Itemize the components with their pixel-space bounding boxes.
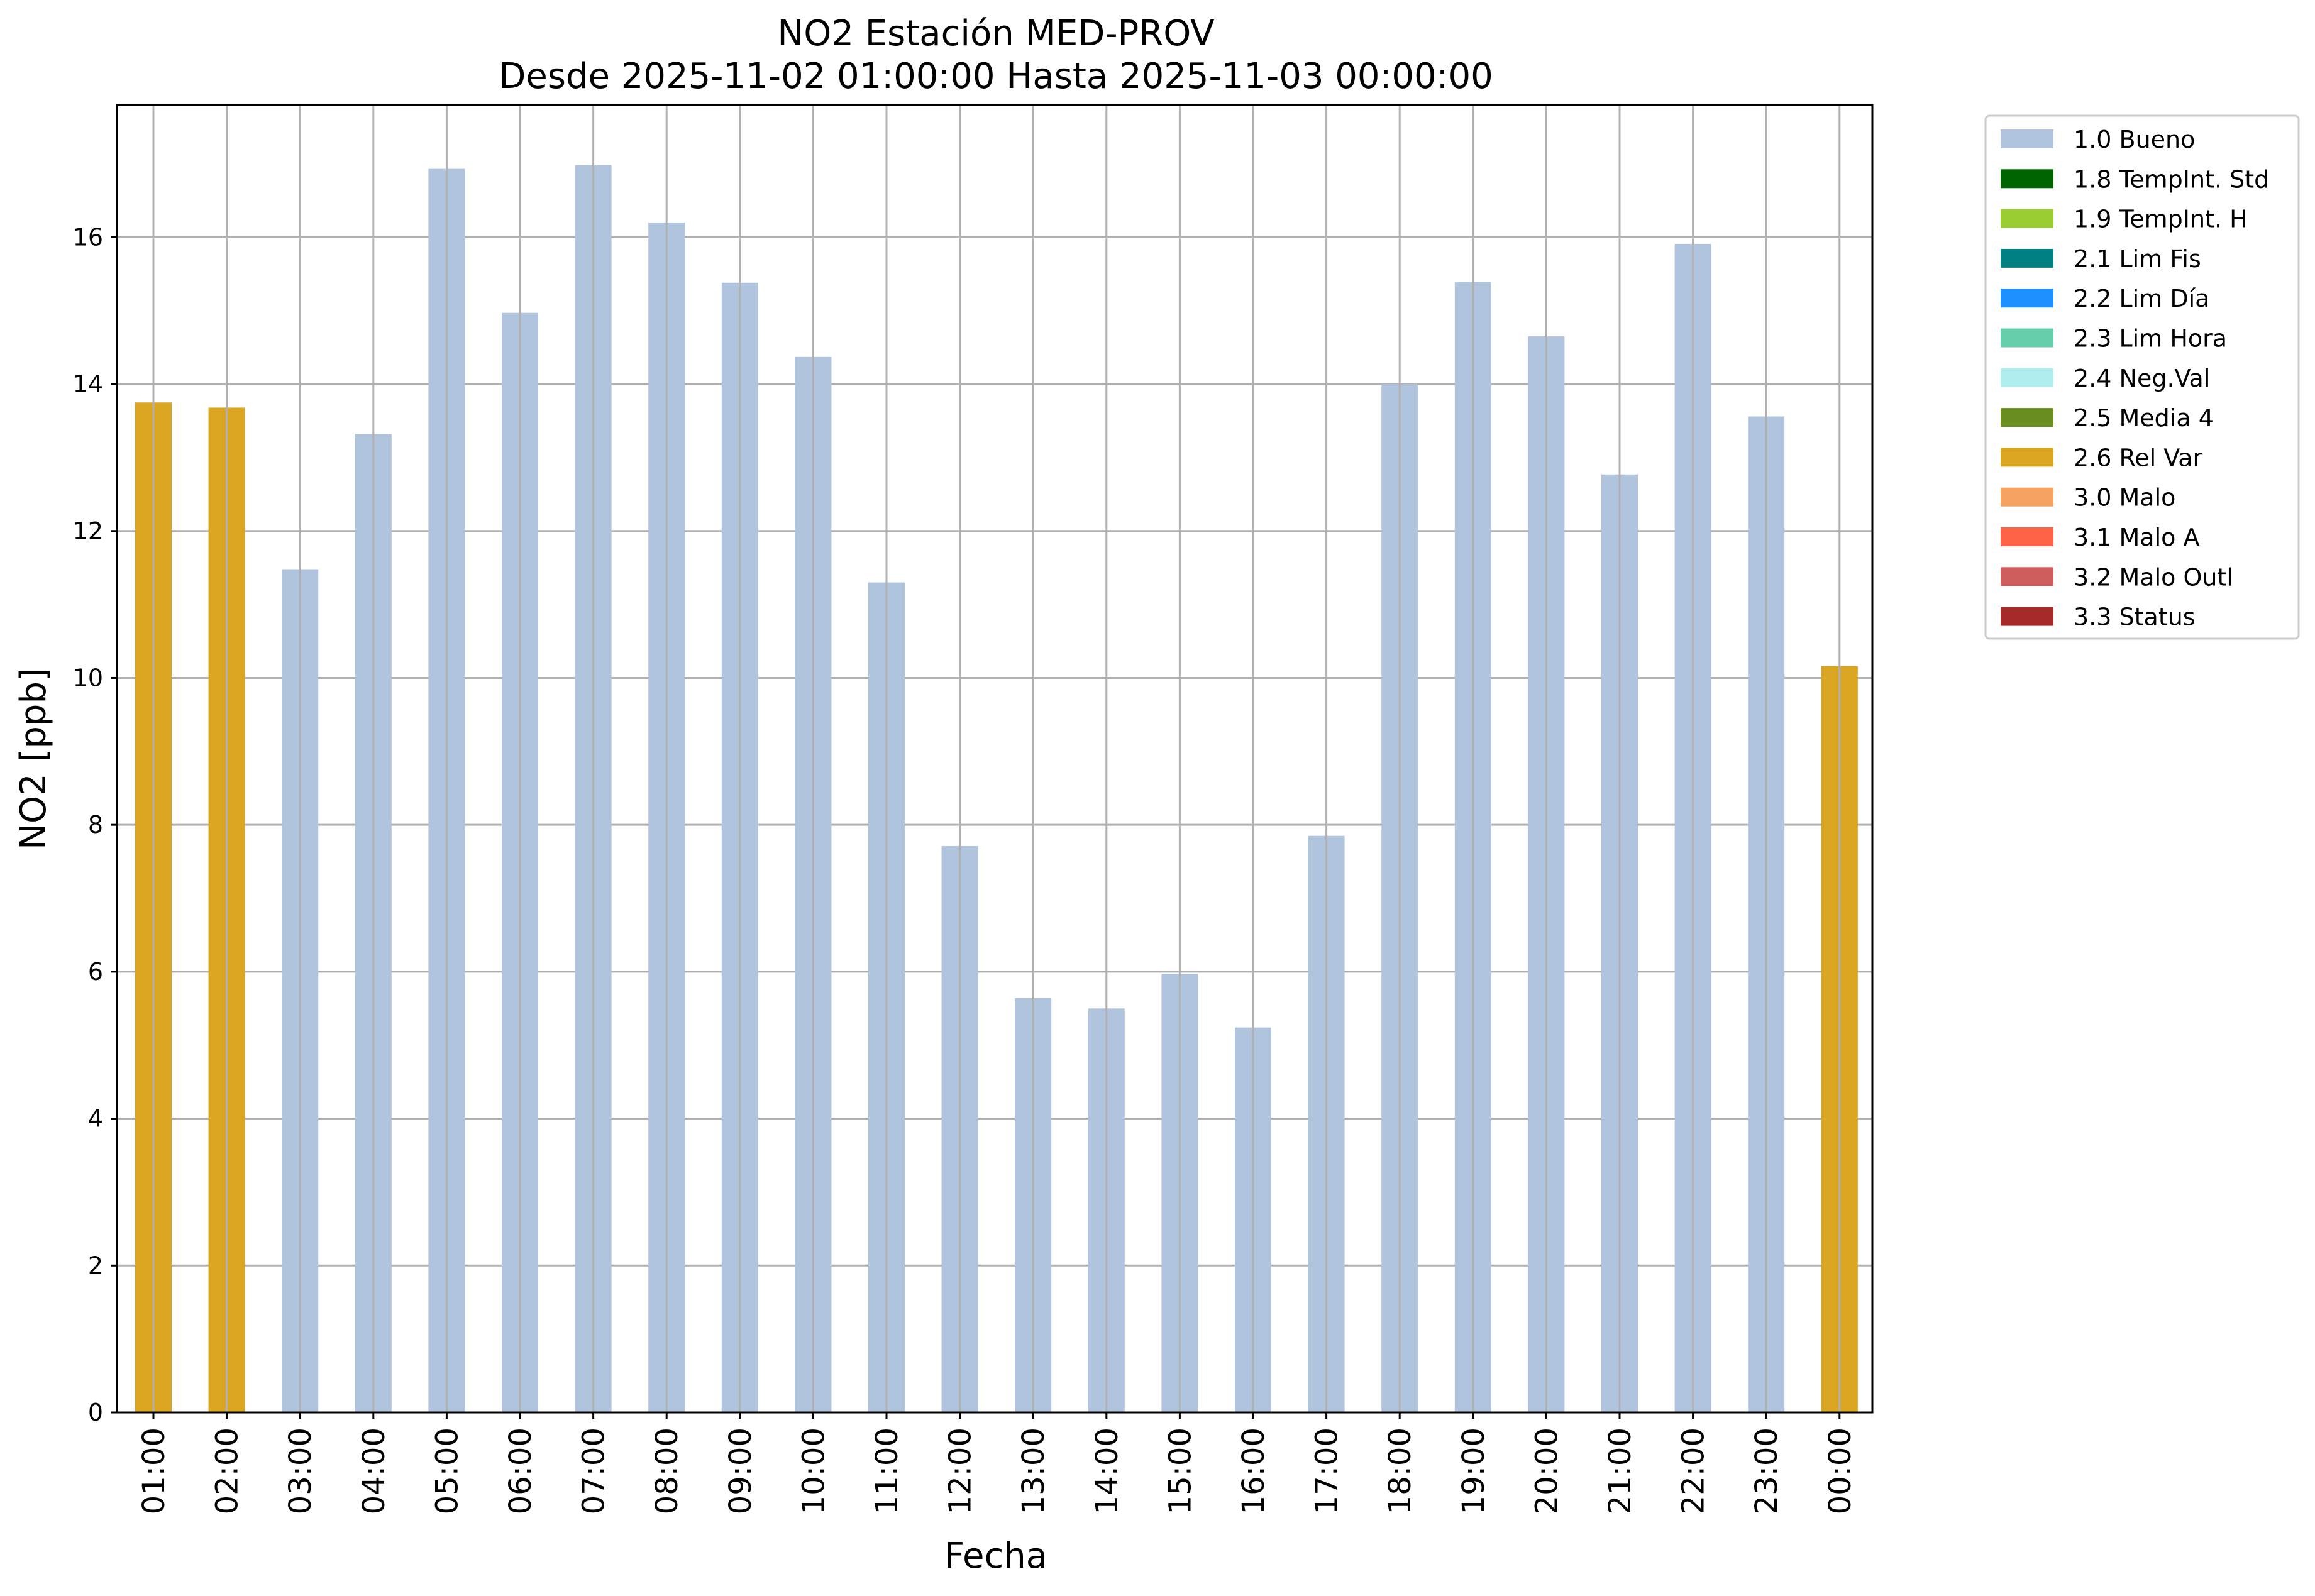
legend-label: 1.0 Bueno <box>2074 126 2195 153</box>
legend-swatch <box>2001 607 2053 626</box>
x-tick-label: 13:00 <box>1016 1428 1051 1514</box>
legend-label: 2.6 Rel Var <box>2074 444 2203 471</box>
x-tick-label: 05:00 <box>429 1428 465 1514</box>
x-tick-label: 00:00 <box>1823 1428 1858 1514</box>
legend-swatch <box>2001 487 2053 507</box>
x-tick-label: 03:00 <box>283 1428 318 1514</box>
legend-swatch <box>2001 209 2053 228</box>
y-axis-label: NO2 [ppb] <box>13 668 54 850</box>
legend-label: 1.8 TempInt. Std <box>2074 165 2269 193</box>
vertical-grid-layer <box>152 105 1841 1412</box>
legend-swatch <box>2001 289 2053 308</box>
x-tick-label: 22:00 <box>1676 1428 1711 1514</box>
x-tick-label: 10:00 <box>796 1428 831 1514</box>
x-tick-label: 16:00 <box>1236 1428 1271 1514</box>
y-tick-label: 10 <box>73 664 103 691</box>
x-tick-label: 12:00 <box>943 1428 978 1514</box>
legend-label: 3.2 Malo Outl <box>2074 563 2233 591</box>
legend-label: 3.0 Malo <box>2074 484 2175 512</box>
x-tick-label: 02:00 <box>210 1428 245 1514</box>
x-tick-label: 19:00 <box>1456 1428 1491 1514</box>
legend-swatch <box>2001 368 2053 387</box>
chart-title: NO2 Estación MED-PROV <box>777 13 1214 54</box>
grid-layer <box>117 236 1872 1267</box>
x-tick-label: 11:00 <box>870 1428 905 1514</box>
legend-swatch <box>2001 567 2053 586</box>
y-tick-label: 12 <box>73 517 103 545</box>
y-tick-label: 14 <box>73 370 103 398</box>
legend-swatch <box>2001 408 2053 427</box>
x-tick-label: 20:00 <box>1529 1428 1564 1514</box>
x-axis-ticks: 01:00 02:00 03:00 04:00 05:00 06:00 07:00 08:00… <box>136 1412 1858 1514</box>
legend-label: 2.4 Neg.Val <box>2074 365 2210 392</box>
x-tick-label: 15:00 <box>1163 1428 1198 1514</box>
legend-label: 2.2 Lim Día <box>2074 285 2209 312</box>
y-axis-ticks: 0 2 4 6 8 10 12 14 16 <box>73 223 117 1426</box>
legend-swatch <box>2001 129 2053 148</box>
x-tick-label: 04:00 <box>356 1428 392 1514</box>
y-tick-label: 2 <box>88 1252 103 1279</box>
x-tick-label: 08:00 <box>649 1428 685 1514</box>
legend-label: 2.1 Lim Fis <box>2074 245 2201 273</box>
legend-label: 3.3 Status <box>2074 603 2196 631</box>
legend-swatch <box>2001 328 2053 348</box>
legend-swatch <box>2001 169 2053 189</box>
y-tick-label: 16 <box>73 223 103 251</box>
y-tick-label: 8 <box>88 811 103 839</box>
legend-label: 2.3 Lim Hora <box>2074 325 2227 353</box>
y-tick-label: 0 <box>88 1399 103 1426</box>
legend: 1.0 Bueno 1.8 TempInt. Std 1.9 TempInt. H 2… <box>1984 114 2300 640</box>
x-axis-label: Fecha <box>944 1536 1047 1577</box>
x-tick-label: 06:00 <box>503 1428 538 1514</box>
chart-subtitle: Desde 2025-11-02 01:00:00 Hasta 2025-11-… <box>499 56 1493 97</box>
x-tick-label: 17:00 <box>1310 1428 1345 1514</box>
legend-label: 2.5 Media 4 <box>2074 404 2214 432</box>
x-tick-label: 21:00 <box>1603 1428 1638 1514</box>
y-tick-label: 4 <box>88 1105 103 1133</box>
x-tick-label: 18:00 <box>1383 1428 1418 1514</box>
x-tick-label: 09:00 <box>723 1428 758 1514</box>
legend-swatch <box>2001 527 2053 546</box>
x-tick-label: 14:00 <box>1090 1428 1125 1514</box>
legend-label: 3.1 Malo A <box>2074 524 2199 551</box>
legend-swatch <box>2001 448 2053 467</box>
x-tick-label: 07:00 <box>577 1428 612 1514</box>
plot-frame <box>116 104 1874 1414</box>
x-tick-label: 01:00 <box>136 1428 172 1514</box>
legend-label: 1.9 TempInt. H <box>2074 206 2248 233</box>
legend-frame <box>1984 114 2300 640</box>
y-tick-label: 6 <box>88 958 103 986</box>
legend-swatch <box>2001 248 2053 268</box>
x-tick-label: 23:00 <box>1749 1428 1784 1514</box>
